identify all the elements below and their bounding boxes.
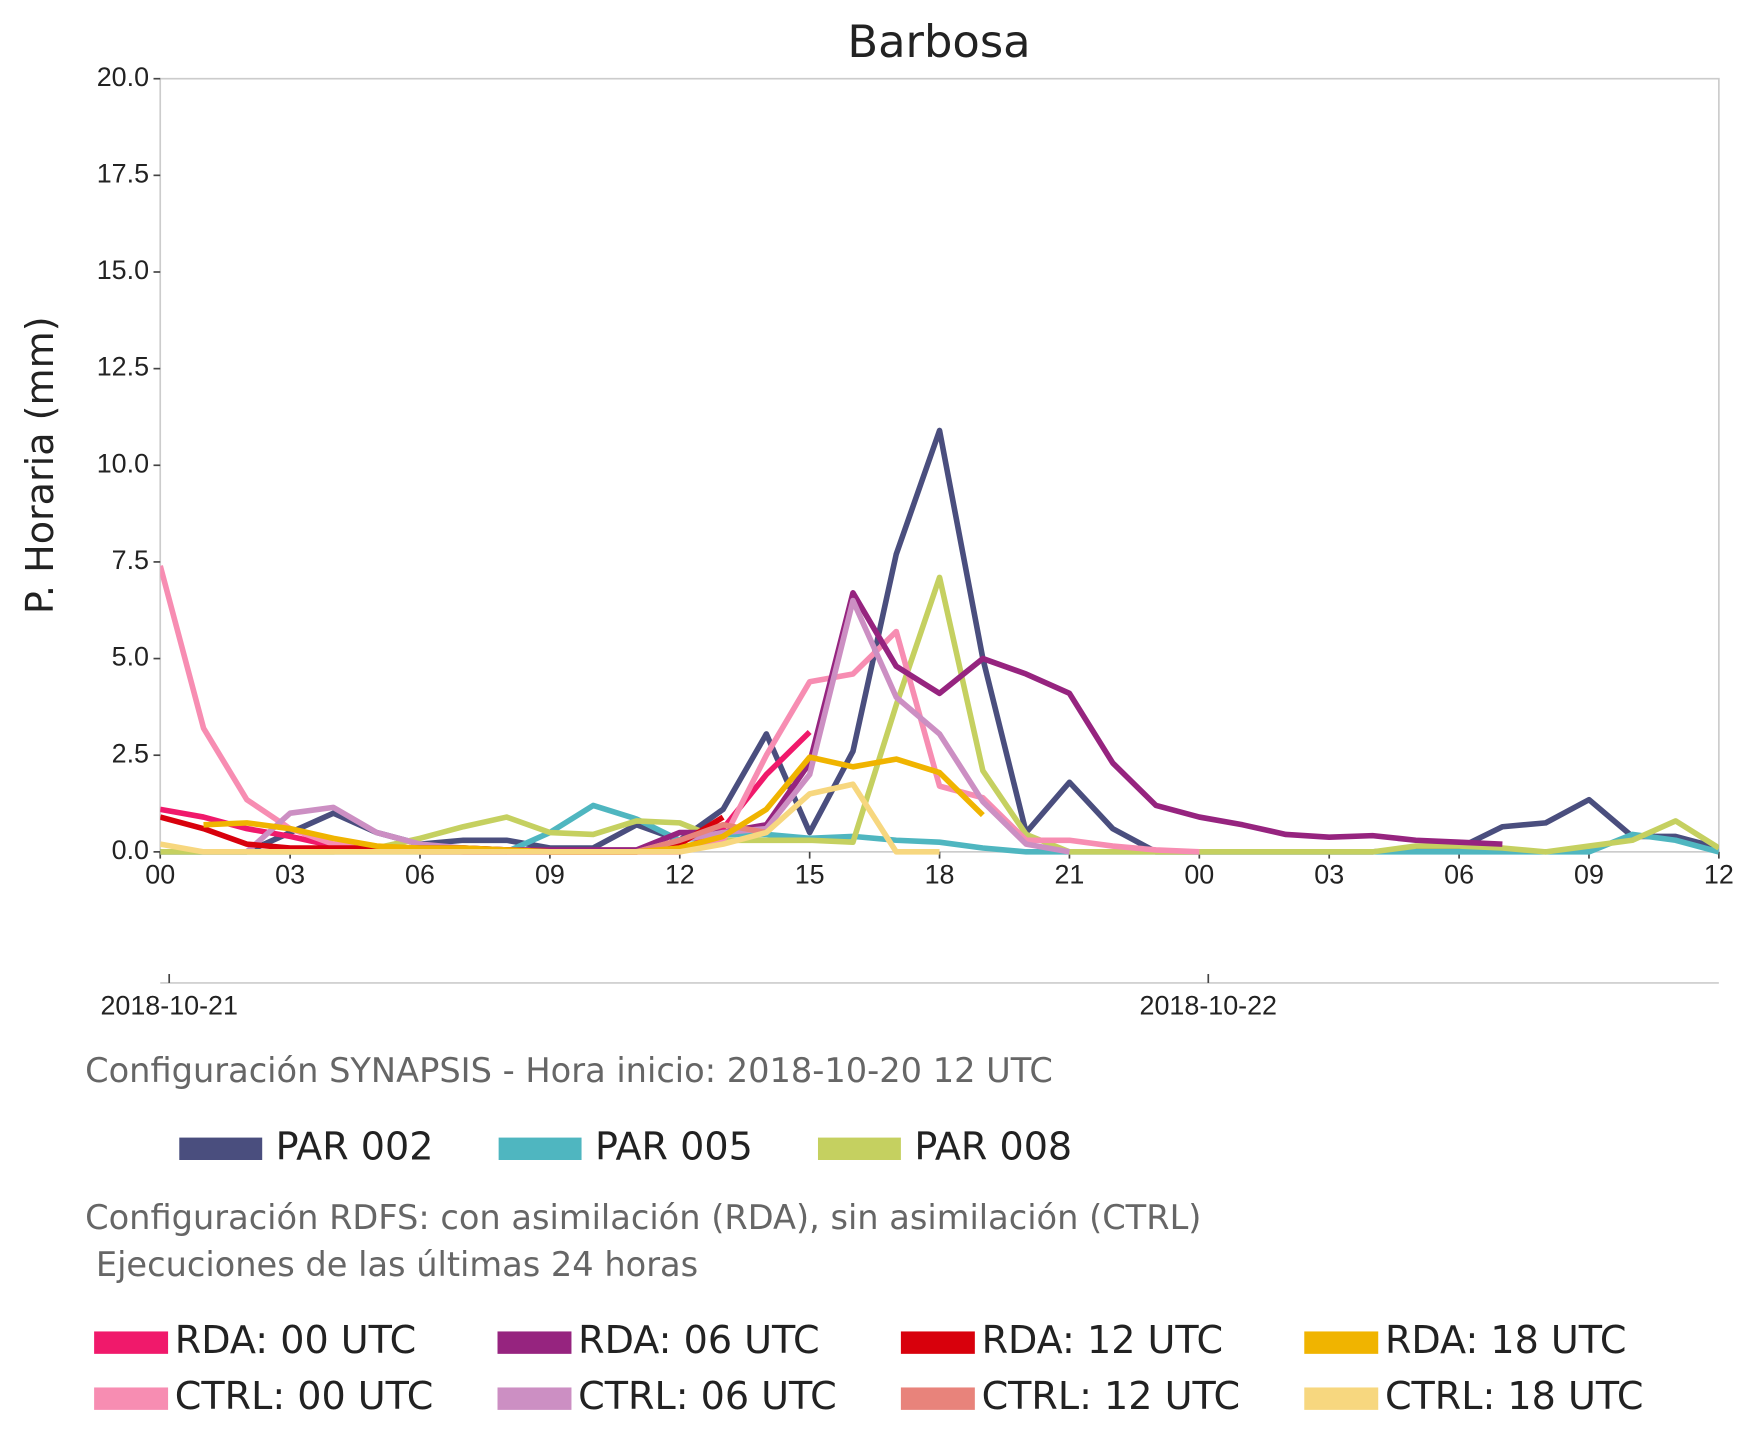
y-tick-label: 2.5 bbox=[112, 738, 149, 768]
y-tick-label: 7.5 bbox=[112, 545, 149, 575]
legend-swatch bbox=[900, 1331, 975, 1354]
legend-label: CTRL: 12 UTC bbox=[982, 1374, 1241, 1418]
date-tick-label: 2018-10-21 bbox=[100, 991, 237, 1021]
legend-swatch bbox=[900, 1387, 975, 1410]
y-tick-label: 0.0 bbox=[112, 835, 149, 865]
legend-title: Configuración SYNAPSIS - Hora inicio: 20… bbox=[85, 1051, 1053, 1090]
y-tick-label: 15.0 bbox=[97, 255, 149, 285]
x-tick-label: 09 bbox=[1574, 860, 1604, 890]
y-tick-label: 10.0 bbox=[97, 448, 149, 478]
legend-swatch bbox=[498, 1137, 582, 1160]
x-tick-label: 00 bbox=[145, 860, 175, 890]
x-tick-label: 18 bbox=[925, 860, 955, 890]
chart-title: Barbosa bbox=[847, 15, 1030, 68]
legend-title: Configuración RDFS: con asimilación (RDA… bbox=[85, 1198, 1201, 1237]
legend-label: PAR 005 bbox=[595, 1124, 753, 1168]
series-line bbox=[160, 574, 1719, 855]
legend-swatch bbox=[497, 1387, 572, 1410]
legend-label: RDA: 00 UTC bbox=[175, 1318, 416, 1362]
legend-label: RDA: 18 UTC bbox=[1385, 1318, 1626, 1362]
x-tick-label: 15 bbox=[795, 860, 825, 890]
x-tick-label: 06 bbox=[405, 860, 435, 890]
legend-swatch bbox=[1304, 1331, 1379, 1354]
legend-label: RDA: 06 UTC bbox=[578, 1318, 819, 1362]
series-line bbox=[160, 781, 940, 855]
x-tick-label: 12 bbox=[665, 860, 695, 890]
x-tick-label: 03 bbox=[1314, 860, 1344, 890]
legend-swatch bbox=[1304, 1387, 1379, 1410]
legend-swatch bbox=[179, 1137, 263, 1160]
x-tick-label: 12 bbox=[1704, 860, 1734, 890]
legend-label: RDA: 12 UTC bbox=[982, 1318, 1223, 1362]
legend-swatch bbox=[817, 1137, 901, 1160]
legend-swatch bbox=[94, 1387, 169, 1410]
legend-label: CTRL: 00 UTC bbox=[175, 1374, 434, 1418]
legend-swatch bbox=[497, 1331, 572, 1354]
y-tick-label: 20.0 bbox=[97, 62, 149, 92]
series-line bbox=[244, 597, 1070, 855]
legend-label: CTRL: 06 UTC bbox=[578, 1374, 837, 1418]
y-axis-label: P. Horaria (mm) bbox=[18, 316, 62, 614]
legend-label: PAR 008 bbox=[914, 1124, 1072, 1168]
x-tick-label: 03 bbox=[275, 860, 305, 890]
x-tick-label: 09 bbox=[535, 860, 565, 890]
y-tick-label: 5.0 bbox=[112, 642, 149, 672]
legend-label: PAR 002 bbox=[276, 1124, 434, 1168]
legend-swatch bbox=[94, 1331, 169, 1354]
date-tick-label: 2018-10-22 bbox=[1140, 991, 1277, 1021]
x-tick-label: 06 bbox=[1444, 860, 1474, 890]
x-tick-label: 21 bbox=[1054, 860, 1084, 890]
x-tick-label: 00 bbox=[1184, 860, 1214, 890]
legend-title: Ejecuciones de las últimas 24 horas bbox=[85, 1245, 698, 1284]
legend-label: CTRL: 18 UTC bbox=[1385, 1374, 1644, 1418]
y-tick-label: 12.5 bbox=[97, 352, 149, 382]
y-tick-label: 17.5 bbox=[97, 158, 149, 188]
